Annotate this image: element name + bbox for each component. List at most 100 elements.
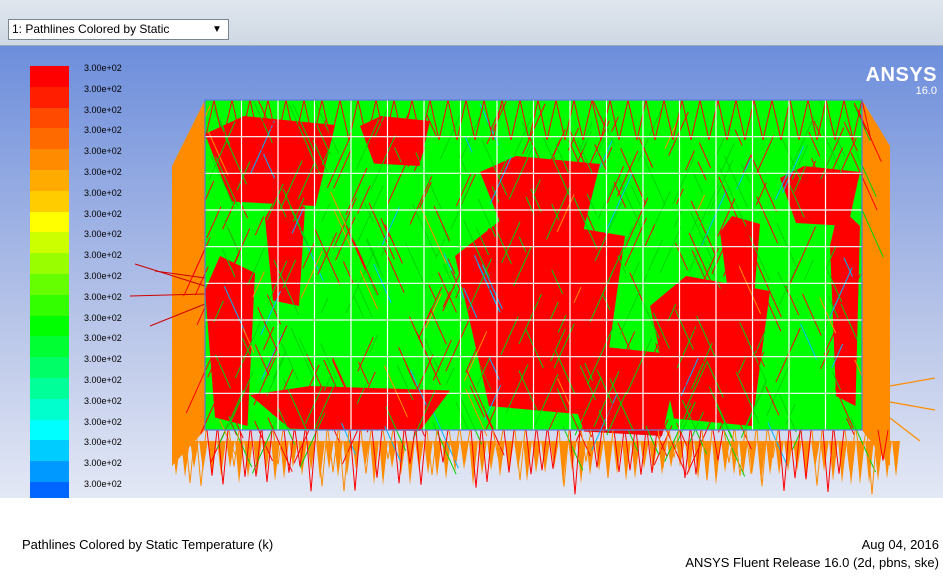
pathline-stroke [545,185,571,240]
pathline-hot-region [265,196,305,306]
pathline-stroke [492,429,504,458]
pathline-stroke [353,240,379,296]
pathline-stroke [442,291,451,308]
pathline-stroke [681,399,708,455]
pathline-stroke [419,181,432,208]
pathline-stroke [465,313,493,373]
pathline-stroke [441,225,450,244]
pathline-stroke [800,323,817,360]
pathline-stroke [242,338,253,359]
pathline-stroke [316,392,328,415]
pathline-stroke [445,316,471,372]
pathline-stroke [393,147,402,163]
pathline-stroke [833,429,845,474]
pathline-stroke [734,129,743,146]
pathline-stroke [687,315,712,367]
pathline-stroke [349,429,361,491]
pathline-stroke [673,401,696,449]
caption-area: Pathlines Colored by Static Temperature … [0,498,943,579]
pathline-stroke [321,203,331,222]
pathline-hot-region [720,216,760,296]
pathline-stroke [664,403,692,462]
pathline-stroke [834,387,854,429]
pathline-stroke [708,386,735,442]
pathline-stroke [250,120,275,173]
pathline-stroke [525,329,544,369]
pathline-stroke [846,417,855,435]
pathline-stroke [550,301,559,320]
pathline-stroke [653,293,682,353]
pathline-stroke [550,328,566,362]
pathline-stroke [685,362,708,410]
graphics-window-selector-label: 1: Pathlines Colored by Static [12,22,170,36]
pathline-stroke [481,264,503,310]
pathline-stroke [210,155,236,209]
pathline-stroke [754,351,765,372]
legend-label: 3.00e+02 [84,395,122,406]
graphics-viewport[interactable]: 3.00e+02 3.00e+02 3.00e+02 3.00e+02 3.00e+02… [0,46,943,498]
plot-caption-release: ANSYS Fluent Release 16.0 (2d, pbns, ske… [685,555,939,570]
pathline-stroke [426,115,437,137]
pathline-stroke [479,366,494,396]
pathline-stroke [481,429,493,483]
pathline-stroke [767,429,779,458]
pathline-stroke [253,354,277,406]
pathline-stroke [479,365,492,391]
pathline-stroke [659,227,682,274]
pathline-stroke [691,214,700,231]
pathline-stroke [612,331,636,381]
pathline-stroke [129,293,206,297]
pathline-stroke [557,314,567,333]
pathline-stroke [843,257,853,277]
pathline-stroke [475,227,490,256]
pathline-stroke [217,429,229,485]
legend-swatch [30,86,69,109]
pathline-stroke [214,156,239,207]
legend-swatch [30,419,69,441]
pathline-stroke [267,260,288,304]
pathline-stroke [606,165,625,204]
pathline-stroke [844,429,856,472]
pathline-stroke [466,370,494,431]
pathline-stroke [850,151,878,211]
pathline-stroke [403,142,413,161]
pathline-stroke [740,382,767,438]
pathline-stroke [265,325,288,372]
pathline-stroke [366,409,378,433]
pathline-stroke [553,323,575,369]
pathline-stroke [569,429,581,495]
pathline-stroke [651,342,674,391]
pathline-stroke [289,155,304,183]
pathline-stroke [587,327,614,385]
pathline-stroke [667,303,677,322]
pathline-stroke [789,429,801,479]
pathline-stroke [209,308,222,335]
pathline-stroke [658,419,669,439]
pathline-stroke [503,429,515,473]
pathline-stroke [648,239,663,271]
pathline-stroke [432,339,452,381]
pathline-stroke [532,288,550,326]
chevron-down-icon[interactable]: ▼ [212,24,222,35]
graphics-window-selector[interactable]: 1: Pathlines Colored by Static ▼ [8,19,229,40]
pathline-stroke [485,413,505,456]
pathline-stroke [556,194,575,233]
pathline-stroke [775,327,801,383]
pathline-stroke [305,164,315,182]
legend-label: 3.00e+02 [84,125,122,136]
pathline-stroke [405,242,427,289]
pathline-stroke [716,404,733,439]
pathline-stroke [536,429,548,471]
pathline-stroke [734,429,746,476]
pathline-stroke [437,272,457,313]
pathline-stroke [437,429,449,463]
pathline-stroke [674,309,694,350]
ansys-logo: ANSYS 16.0 [866,64,937,97]
pathline-stroke [828,267,853,319]
pathline-stroke [514,429,526,481]
plot-caption-date: Aug 04, 2016 [861,537,939,552]
pathline-stroke [328,417,341,444]
legend-label: 3.00e+02 [84,354,122,365]
legend-swatch [30,398,69,421]
pathline-stroke [526,318,545,357]
